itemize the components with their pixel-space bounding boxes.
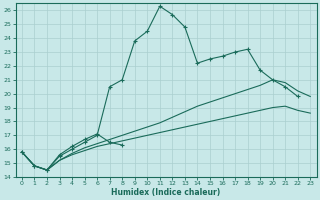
X-axis label: Humidex (Indice chaleur): Humidex (Indice chaleur) [111,188,221,197]
